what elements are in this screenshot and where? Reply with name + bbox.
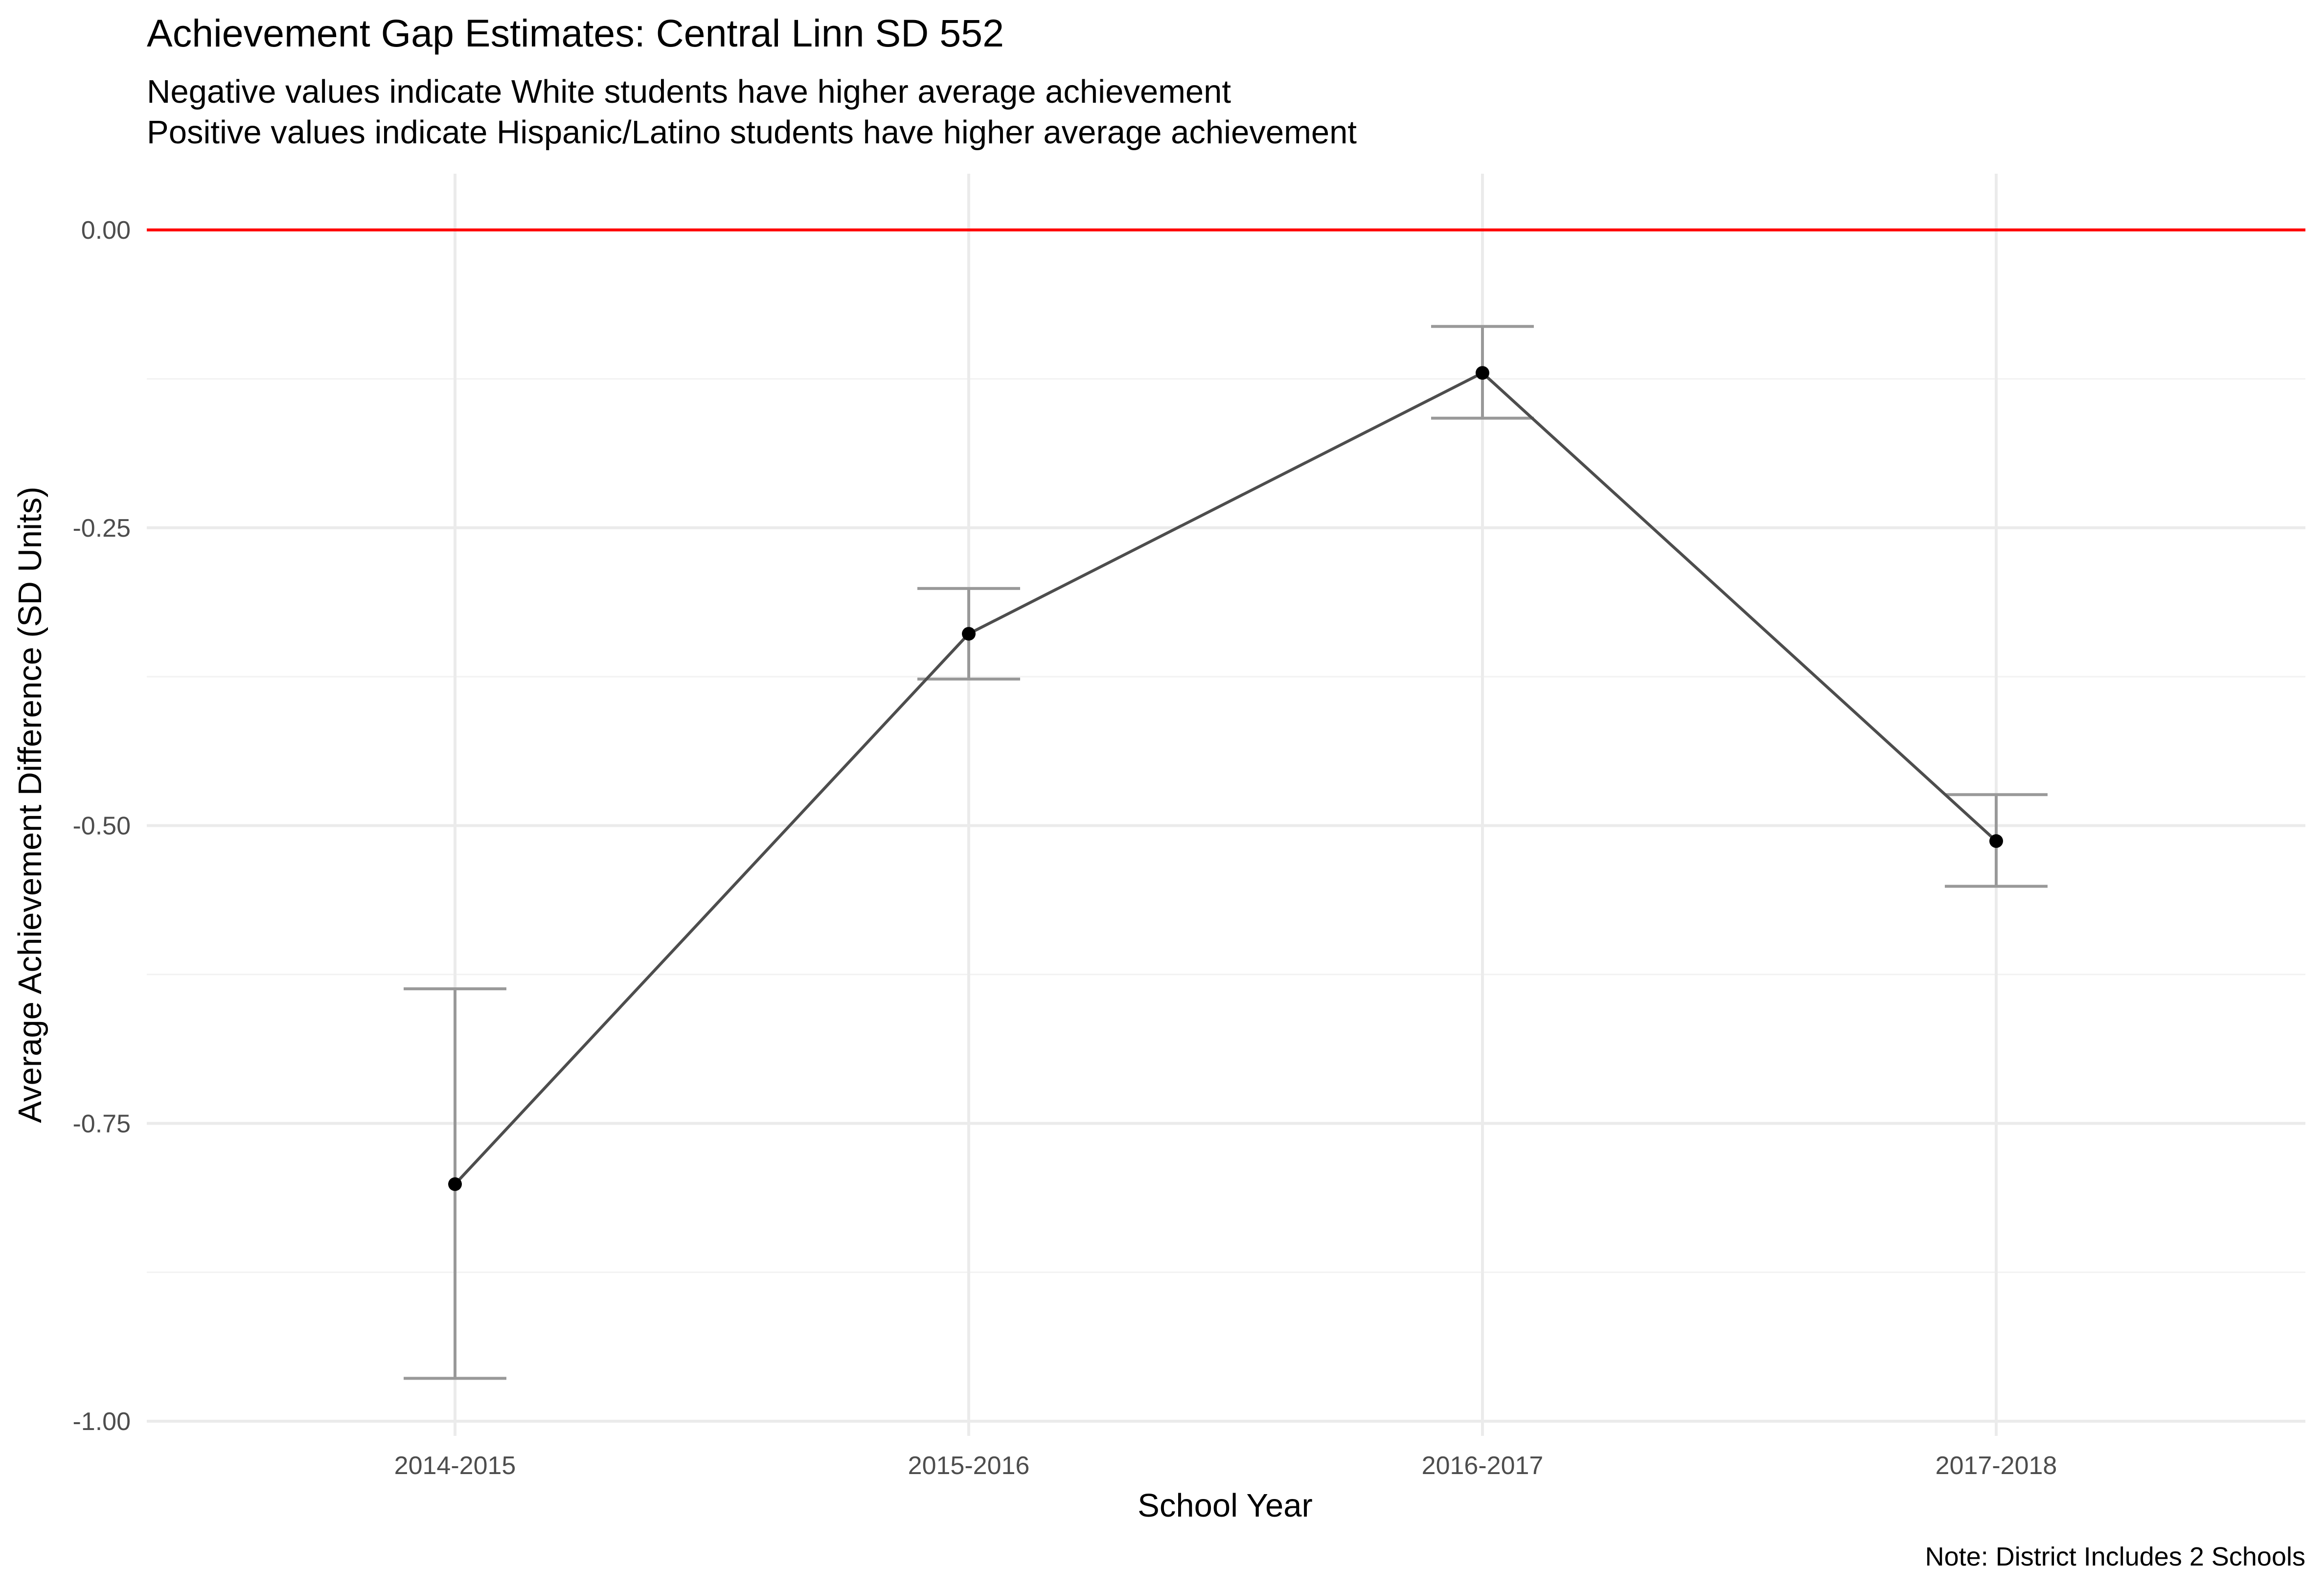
x-tick-label: 2017-2018 [1936,1452,2057,1480]
series-line [454,371,1998,1185]
error-bars [404,325,2048,1380]
data-point [448,1177,462,1191]
data-point [1989,834,2003,848]
x-tick-label: 2015-2016 [908,1452,1030,1480]
chart-subtitle-line-2: Positive values indicate Hispanic/Latino… [147,114,1357,151]
data-points [448,366,2003,1191]
x-tick-label: 2014-2015 [394,1452,516,1480]
chart-subtitle-line-1: Negative values indicate White students … [147,73,1231,110]
y-tick-label: -0.25 [72,514,131,543]
y-tick-labels: -1.00 -0.75 -0.50 -0.25 0.00 [72,216,131,1436]
chart-caption: Note: District Includes 2 Schools [1925,1542,2305,1571]
y-axis-title: Average Achievement Difference (SD Units… [12,487,48,1123]
x-axis-title: School Year [1138,1487,1313,1524]
x-tick-labels: 2014-2015 2015-2016 2016-2017 2017-2018 [394,1452,2057,1480]
y-tick-label: -0.50 [72,812,131,840]
y-tick-label: -1.00 [72,1408,131,1436]
y-tick-label: -0.75 [72,1110,131,1138]
data-point [962,627,976,641]
y-tick-label: 0.00 [81,216,131,245]
x-tick-label: 2016-2017 [1422,1452,1544,1480]
chart-title: Achievement Gap Estimates: Central Linn … [147,11,1004,55]
grid-lines [147,174,2305,1436]
series-line-group [454,371,1998,1185]
data-point [1476,366,1489,380]
